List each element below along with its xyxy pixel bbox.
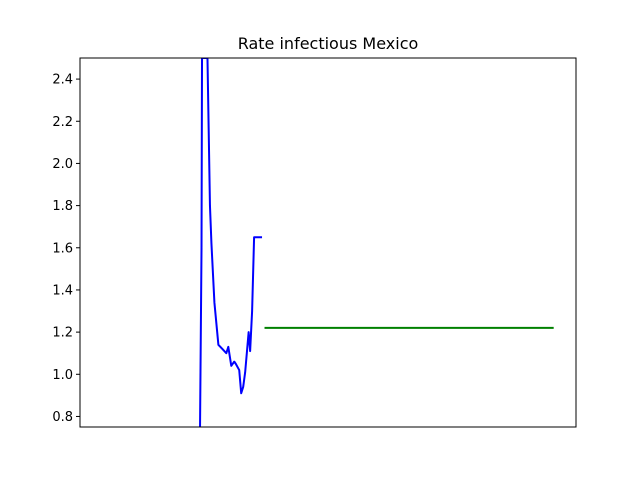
- y-tick-label: 1.4: [52, 283, 73, 298]
- y-tick-label: 2.4: [52, 73, 73, 88]
- series-line-1: [199, 58, 263, 427]
- y-tick-label: 1.8: [52, 199, 73, 214]
- y-tick-label: 1.2: [52, 326, 73, 341]
- y-tick-label: 1.6: [52, 241, 73, 256]
- y-tick-label: 0.8: [52, 410, 73, 425]
- y-tick-label: 2.0: [52, 157, 73, 172]
- y-tick-label: 2.2: [52, 115, 73, 130]
- chart-title: Rate infectious Mexico: [238, 34, 419, 53]
- plot-frame: [79, 57, 577, 428]
- y-tick-label: 1.0: [52, 368, 73, 383]
- y-axis: 0.8 1.0 1.2 1.4 1.6 1.8 2.0 2.2 2.4: [52, 73, 80, 425]
